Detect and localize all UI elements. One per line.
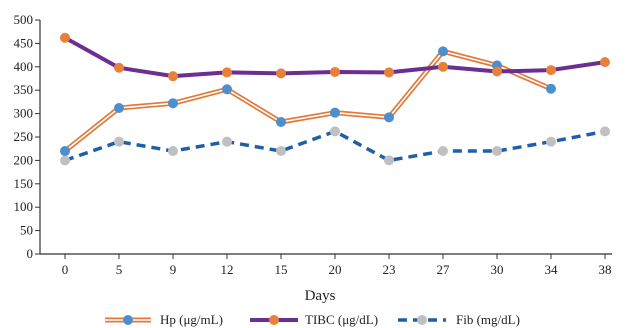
data-point-fib <box>222 136 232 147</box>
data-point-tibc <box>168 71 178 82</box>
series-layer <box>60 32 610 166</box>
data-point-fib <box>600 126 610 137</box>
data-point-hp <box>168 98 178 109</box>
data-point-hp <box>60 146 70 157</box>
data-point-fib <box>114 136 124 147</box>
y-tick-label: 500 <box>14 12 34 27</box>
x-axis-title: Days <box>305 288 336 304</box>
y-tick-label: 450 <box>14 35 34 50</box>
series-line-hp-inner <box>64 50 552 152</box>
y-tick-label: 150 <box>14 176 34 191</box>
y-tick-label: 50 <box>20 223 33 238</box>
data-point-tibc <box>114 62 124 73</box>
data-point-hp <box>222 84 232 95</box>
series-fib <box>60 126 610 166</box>
x-tick-label: 23 <box>383 262 396 277</box>
data-point-fib <box>60 155 70 166</box>
x-tick-label: 34 <box>545 262 559 277</box>
legend-marker-fib <box>417 315 427 325</box>
legend-label-tibc: TIBC (μg/dL) <box>305 312 378 327</box>
series-line-hp <box>63 48 552 153</box>
series-line-fib <box>64 129 606 163</box>
data-point-tibc <box>276 68 286 79</box>
data-point-hp <box>438 46 448 57</box>
data-point-hp <box>330 107 340 118</box>
x-tick-label: 5 <box>116 262 123 277</box>
legend-marker-tibc <box>269 315 279 325</box>
data-point-fib <box>438 146 448 157</box>
data-point-hp <box>114 102 124 113</box>
legend-item-hp: Hp (μg/mL) <box>105 312 223 327</box>
data-point-tibc <box>222 67 232 78</box>
y-tick-label: 0 <box>27 246 34 261</box>
data-point-hp <box>546 83 556 94</box>
y-tick-label: 400 <box>14 59 34 74</box>
data-point-tibc <box>330 66 340 77</box>
legend-item-fib: Fib (mg/dL) <box>398 312 520 327</box>
legend-marker-hp <box>123 315 133 325</box>
data-point-hp <box>384 112 394 123</box>
data-point-tibc <box>546 65 556 76</box>
data-point-tibc <box>492 66 502 77</box>
y-axis-ticks: 0 50 100 150 200 250 300 350 400 450 500 <box>14 12 40 261</box>
data-point-tibc <box>384 67 394 78</box>
x-tick-label: 9 <box>170 262 177 277</box>
data-point-fib <box>330 126 340 137</box>
data-point-fib <box>546 136 556 147</box>
x-tick-label: 27 <box>437 262 451 277</box>
y-tick-label: 350 <box>14 82 34 97</box>
series-hp <box>60 46 556 157</box>
data-point-hp <box>276 117 286 128</box>
x-tick-label: 0 <box>62 262 69 277</box>
y-tick-label: 250 <box>14 129 34 144</box>
y-tick-label: 200 <box>14 152 34 167</box>
x-tick-label: 12 <box>221 262 234 277</box>
y-tick-label: 100 <box>14 199 34 214</box>
data-point-fib <box>492 146 502 157</box>
data-point-fib <box>276 146 286 157</box>
x-tick-label: 15 <box>275 262 288 277</box>
series-tibc <box>60 32 610 82</box>
y-tick-label: 300 <box>14 106 34 121</box>
legend-label-fib: Fib (mg/dL) <box>456 312 520 327</box>
x-axis-ticks: 0 5 9 12 15 20 23 27 30 34 38 <box>62 254 612 277</box>
legend-label-hp: Hp (μg/mL) <box>160 312 223 327</box>
legend: Hp (μg/mL) TIBC (μg/dL) Fib (mg/dL) <box>105 312 520 327</box>
x-tick-label: 20 <box>329 262 342 277</box>
x-tick-label: 30 <box>491 262 504 277</box>
x-tick-label: 38 <box>599 262 612 277</box>
data-point-fib <box>168 146 178 157</box>
legend-item-tibc: TIBC (μg/dL) <box>250 312 378 327</box>
axes <box>39 20 612 255</box>
data-point-tibc <box>600 57 610 68</box>
data-point-tibc <box>60 32 70 43</box>
data-point-fib <box>384 155 394 166</box>
data-point-tibc <box>438 61 448 72</box>
